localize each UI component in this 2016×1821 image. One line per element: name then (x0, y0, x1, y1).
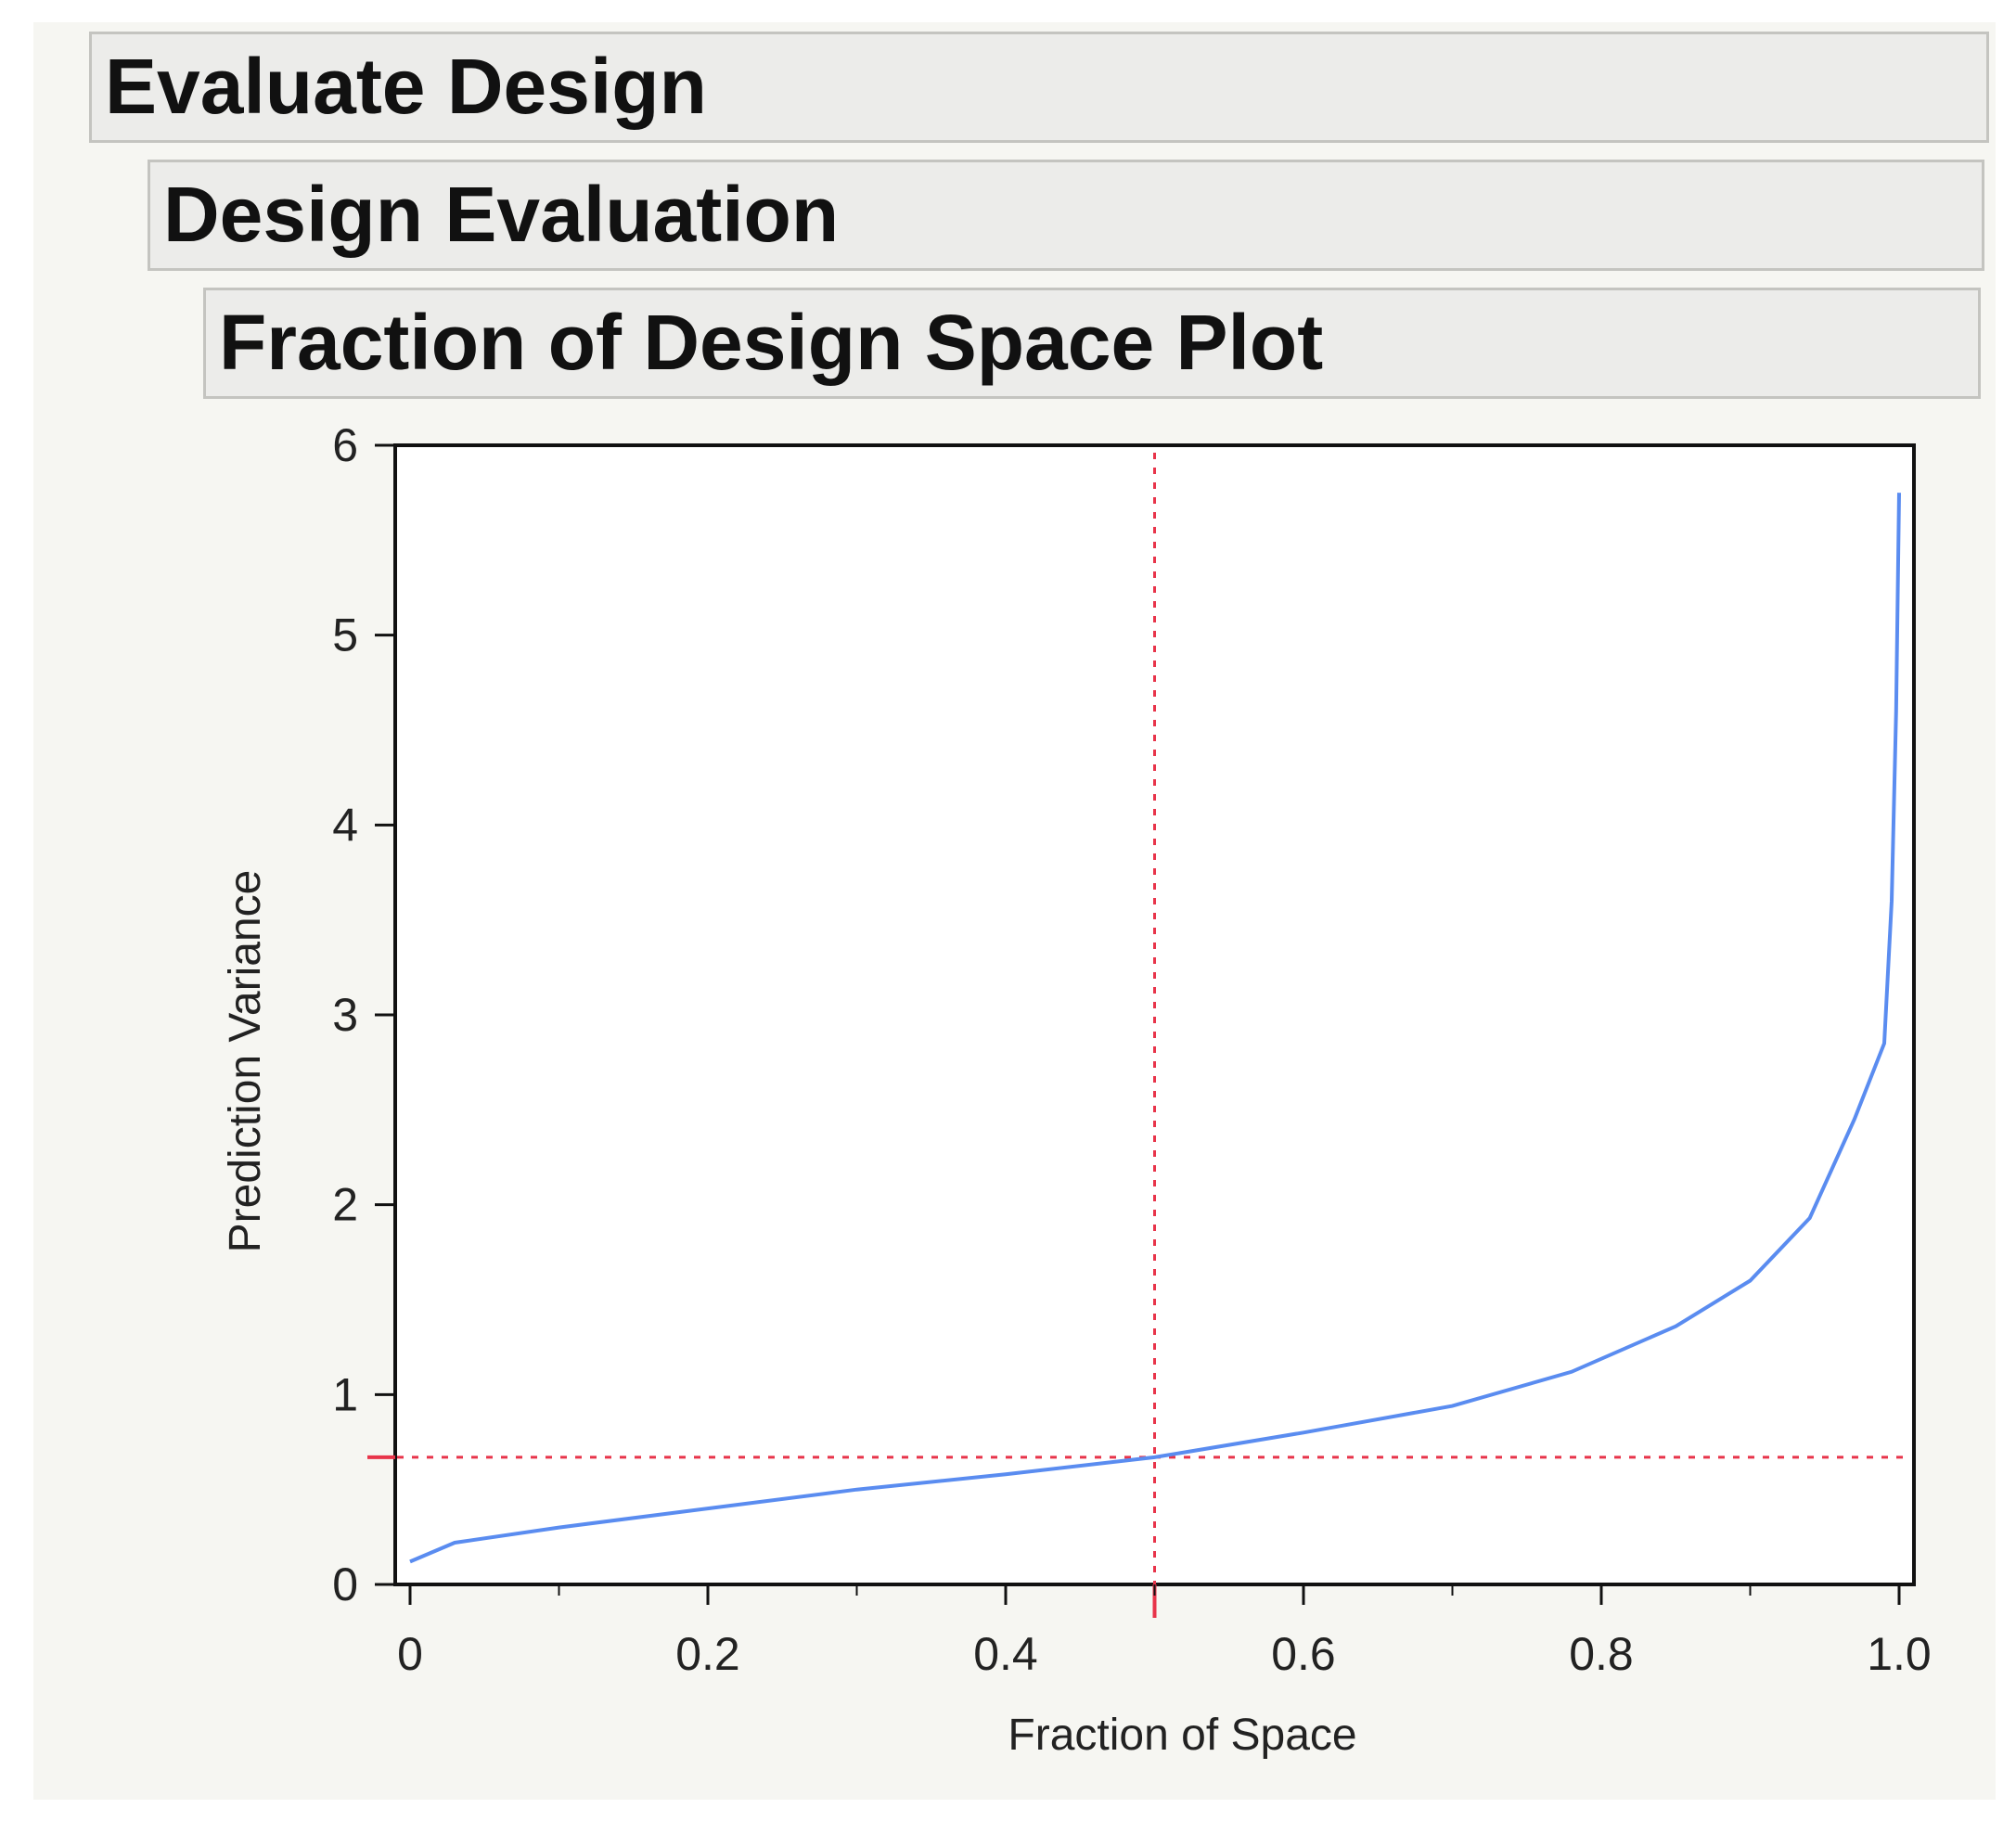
y-tick-label: 0 (332, 1558, 358, 1610)
y-tick-label: 1 (332, 1368, 358, 1420)
x-tick-label: 0.2 (675, 1628, 740, 1680)
x-tick-label: 0.6 (1271, 1628, 1336, 1680)
series-line (409, 493, 1901, 1564)
y-tick-label: 2 (332, 1179, 358, 1231)
y-tick-label: 3 (332, 989, 358, 1041)
outline-header-design-evaluation[interactable]: Design Evaluation (148, 160, 1984, 271)
outline-header-fraction-of-design-space-plot[interactable]: Fraction of Design Space Plot (203, 288, 1981, 399)
x-tick-label: 1.0 (1867, 1628, 1932, 1680)
x-tick-label: 0.4 (973, 1628, 1038, 1680)
fraction-of-design-space-chart: 0 0.2 0.4 0.6 0.8 1.0 0 1 2 3 4 5 6 Fraction of Spa… (221, 419, 1932, 1760)
x-axis-title: Fraction of Space (1008, 1711, 1356, 1760)
app-window: Evaluate Design Design Evaluation Fracti… (33, 22, 1996, 1800)
y-axis-title: Prediction Variance (221, 870, 270, 1253)
y-tick-label: 4 (332, 799, 358, 851)
y-tick-label: 5 (332, 609, 358, 661)
x-tick-label: 0 (397, 1628, 423, 1680)
outline-header-evaluate-design[interactable]: Evaluate Design (89, 32, 1989, 143)
x-tick-label: 0.8 (1569, 1628, 1634, 1680)
y-tick-label: 6 (332, 419, 358, 471)
